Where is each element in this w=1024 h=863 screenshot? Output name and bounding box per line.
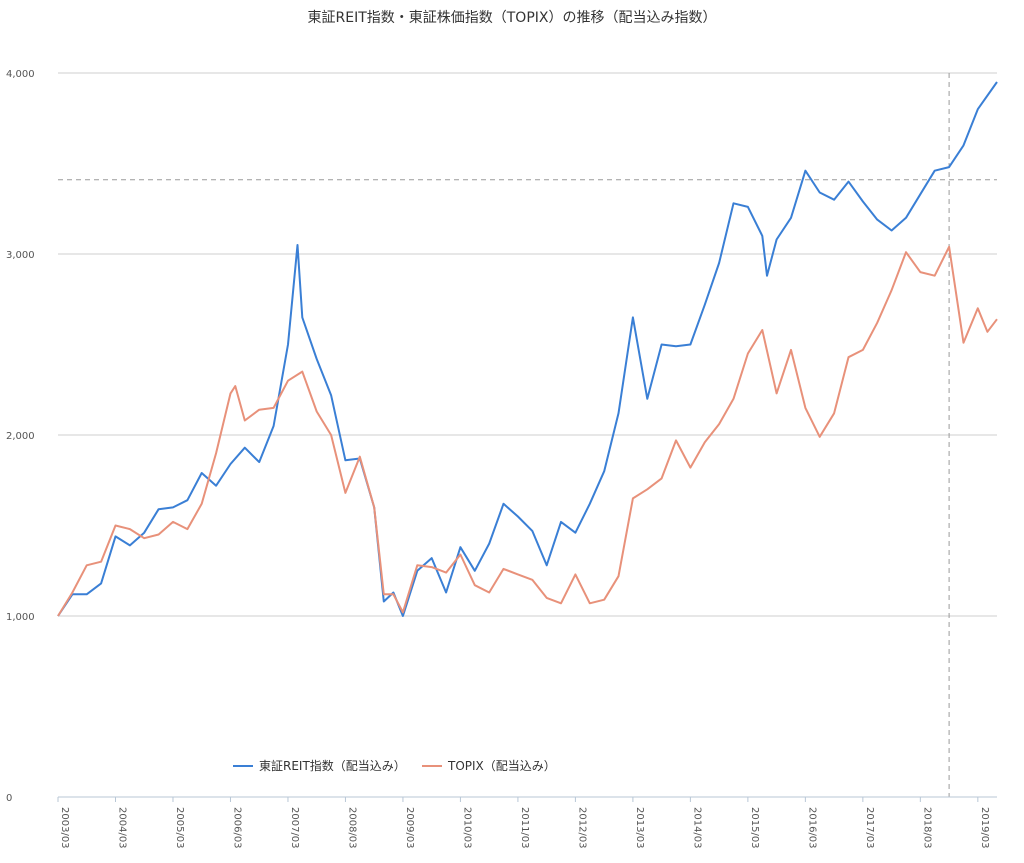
x-tick-label: 2012/03 bbox=[576, 807, 587, 849]
x-tick-label: 2008/03 bbox=[346, 807, 357, 849]
x-tick-label: 2010/03 bbox=[461, 807, 472, 849]
x-tick-label: 2015/03 bbox=[749, 807, 760, 849]
chart-title: 東証REIT指数・東証株価指数（TOPIX）の推移（配当込み指数） bbox=[308, 10, 717, 26]
x-tick-label: 2017/03 bbox=[864, 807, 875, 849]
legend-label: 東証REIT指数（配当込み） bbox=[259, 758, 406, 773]
y-tick-label: 2,000 bbox=[6, 431, 35, 442]
legend: 東証REIT指数（配当込み） TOPIX（配当込み） bbox=[233, 758, 556, 773]
x-tick-label: 2013/03 bbox=[634, 807, 645, 849]
y-axis-ticks: 0 1,000 2,000 3,000 4,000 bbox=[6, 69, 35, 804]
x-tick-label: 2016/03 bbox=[806, 807, 817, 849]
y-tick-label: 1,000 bbox=[6, 612, 35, 623]
y-tick-label: 0 bbox=[6, 793, 12, 804]
x-tick-label: 2003/03 bbox=[59, 807, 70, 849]
x-tick-label: 2004/03 bbox=[116, 807, 127, 849]
legend-label: TOPIX（配当込み） bbox=[447, 759, 556, 773]
y-tick-label: 3,000 bbox=[6, 250, 35, 261]
y-tick-label: 4,000 bbox=[6, 69, 35, 80]
series-line-1 bbox=[57, 81, 998, 617]
series-line-2 bbox=[57, 245, 998, 617]
x-tick-label: 2005/03 bbox=[174, 807, 185, 849]
reference-lines bbox=[58, 73, 997, 797]
series-lines bbox=[57, 81, 998, 617]
x-axis: 2003/03 2004/03 2005/03 2006/03 2007/03 2008/… bbox=[57, 796, 997, 849]
gridlines bbox=[58, 72, 997, 617]
x-tick-label: 2006/03 bbox=[231, 807, 242, 849]
x-tick-label: 2019/03 bbox=[979, 807, 990, 849]
x-tick-label: 2011/03 bbox=[519, 807, 530, 849]
x-tick-label: 2007/03 bbox=[289, 807, 300, 849]
x-tick-label: 2018/03 bbox=[921, 807, 932, 849]
x-tick-label: 2009/03 bbox=[404, 807, 415, 849]
x-tick-label: 2014/03 bbox=[691, 807, 702, 849]
